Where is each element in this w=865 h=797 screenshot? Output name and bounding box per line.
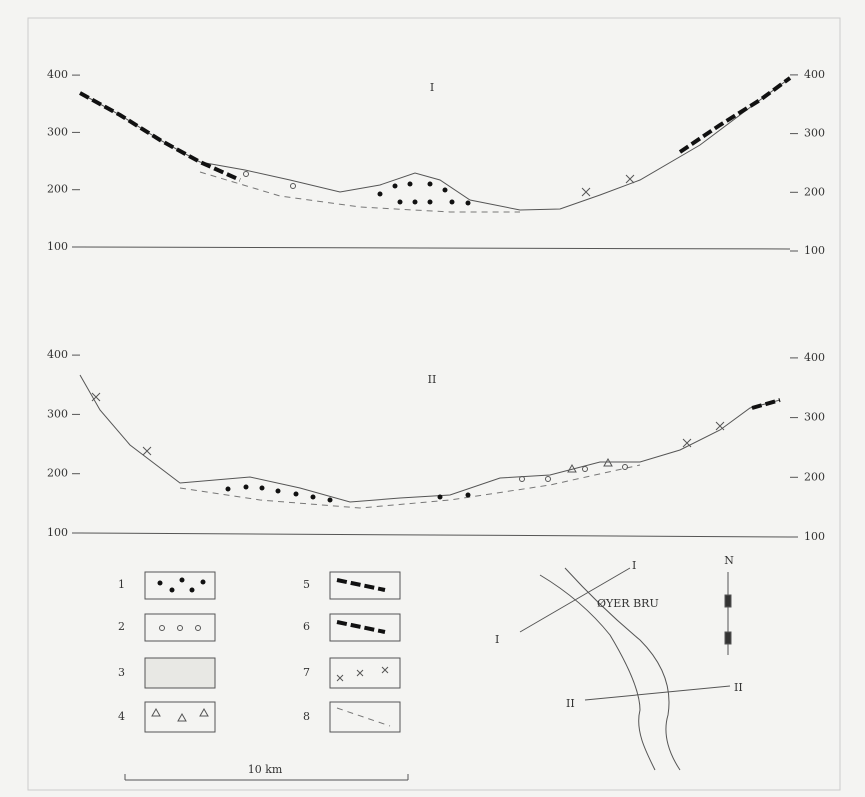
north-label: N xyxy=(724,554,734,567)
legend-number: 1 xyxy=(118,578,125,591)
map-label: II xyxy=(734,681,743,694)
legend-number: 8 xyxy=(303,710,310,723)
tick-label: 300 xyxy=(804,127,825,140)
tick-label: 100 xyxy=(804,244,825,257)
till-crosses xyxy=(91,392,725,456)
scale-label: 10 km xyxy=(248,763,283,776)
legend-boxes xyxy=(144,571,401,733)
sand-symbols xyxy=(519,457,628,482)
surface xyxy=(79,77,791,211)
tick-label: 200 xyxy=(804,185,825,198)
tick-label: 200 xyxy=(47,183,68,196)
tick-label: 400 xyxy=(47,348,68,361)
tick-label: 100 xyxy=(804,530,825,543)
sediment-dots xyxy=(225,484,471,503)
location-map xyxy=(124,567,732,781)
frame xyxy=(27,17,841,791)
bedrock xyxy=(199,171,520,213)
tick-label: 200 xyxy=(804,470,825,483)
profile-i xyxy=(79,76,792,250)
sand-symbols xyxy=(243,171,296,189)
baseline xyxy=(79,246,791,250)
rock-outcrop xyxy=(79,91,241,182)
surface xyxy=(79,374,781,503)
tick-label: 300 xyxy=(47,125,68,138)
profile-label: I xyxy=(430,81,434,94)
tick-label: 300 xyxy=(804,411,825,424)
legend-number: 2 xyxy=(118,620,125,633)
map-label: I xyxy=(495,633,499,646)
tick-label: 400 xyxy=(804,68,825,81)
tick-label: 100 xyxy=(47,526,68,539)
profile-label: II xyxy=(428,373,437,386)
till-crosses xyxy=(581,174,635,197)
rock-outcrop xyxy=(678,76,792,154)
bedrock xyxy=(179,464,641,509)
rock-outcrop xyxy=(751,398,781,410)
baseline xyxy=(79,532,791,538)
profile-ii xyxy=(79,374,791,538)
legend-number: 6 xyxy=(303,620,310,633)
legend-number: 7 xyxy=(303,666,310,679)
tick-label: 200 xyxy=(47,467,68,480)
legend-number: 3 xyxy=(118,666,125,679)
tick-label: 300 xyxy=(47,407,68,420)
legend-number: 5 xyxy=(303,578,310,591)
sediment-dots xyxy=(377,181,471,206)
tick-label: 100 xyxy=(47,240,68,253)
map-label: II xyxy=(566,697,575,710)
legend-symbols xyxy=(151,577,391,727)
tick-label: 400 xyxy=(47,68,68,81)
place-label: ØYER BRU xyxy=(597,597,659,610)
tick-label: 400 xyxy=(804,351,825,364)
legend-number: 4 xyxy=(118,710,125,723)
map-label: I xyxy=(632,559,636,572)
